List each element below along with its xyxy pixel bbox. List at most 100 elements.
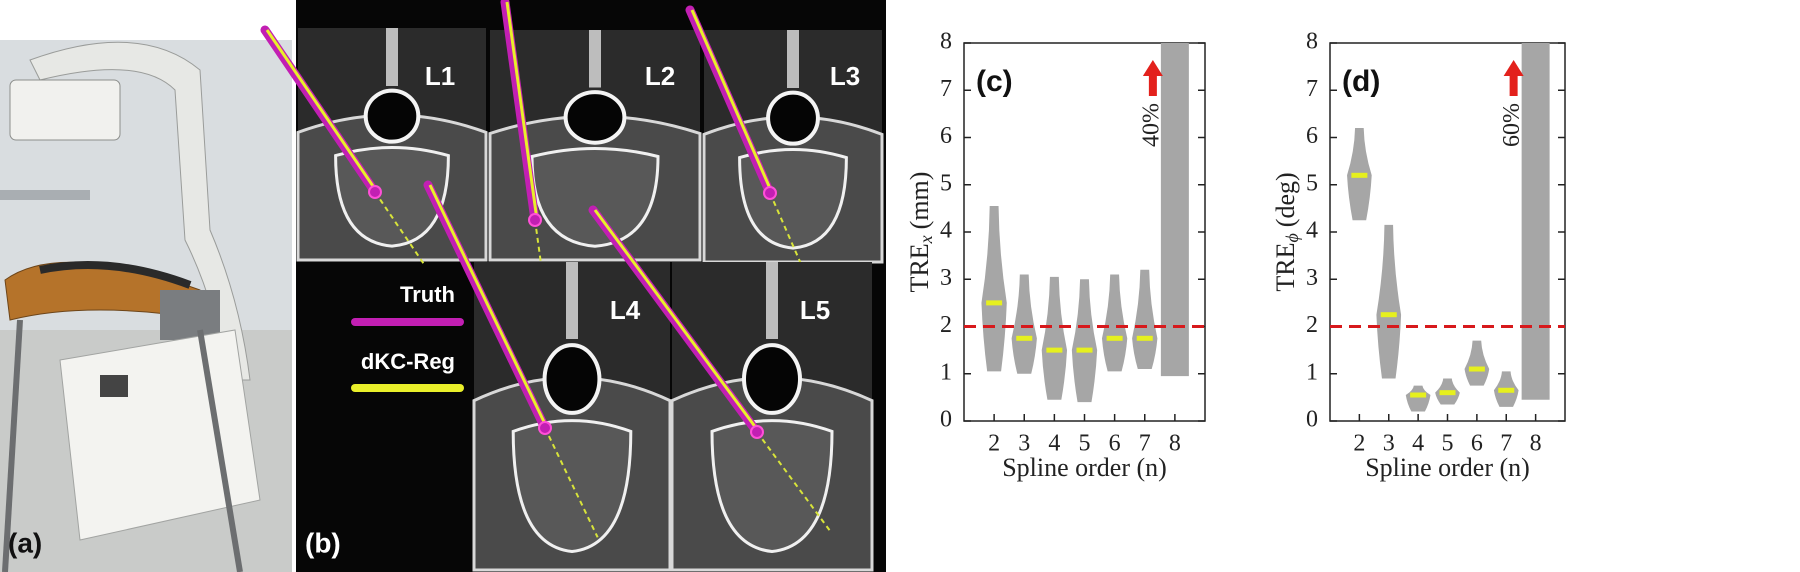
y-tick-label: 4	[1306, 218, 1318, 244]
legend-label: Truth	[400, 282, 455, 307]
y-tick-label: 5	[1306, 170, 1318, 196]
median	[1410, 392, 1427, 398]
median	[1046, 347, 1063, 353]
median	[1468, 366, 1485, 372]
table-leg	[197, 329, 243, 572]
median	[1016, 335, 1033, 341]
x-tick-label: 3	[1018, 431, 1030, 457]
needle-tip	[538, 421, 552, 435]
needle-tip	[528, 213, 542, 227]
truth-needle	[685, 5, 775, 198]
dkc-needle	[593, 209, 761, 433]
y-tick-label: 2	[1306, 312, 1318, 338]
y-tick-label: 0	[1306, 407, 1318, 433]
violin	[1405, 385, 1431, 412]
vertebral-body	[530, 146, 660, 248]
needle-extension	[769, 192, 807, 276]
violin	[1041, 276, 1068, 400]
y-axis-label-main: TRE	[1271, 243, 1300, 292]
x-axis-label: Spline order (n)	[1002, 453, 1167, 482]
median	[1439, 390, 1456, 396]
spinous-process	[589, 30, 601, 88]
arrow	[1503, 60, 1524, 96]
x-tick-label: 7	[1139, 431, 1151, 457]
truth-needle	[260, 25, 380, 197]
y-tick-label: 1	[1306, 359, 1318, 385]
violin-bar	[1160, 43, 1189, 377]
table-top	[0, 190, 90, 200]
violin	[1011, 274, 1037, 374]
y-tick-label: 6	[1306, 123, 1318, 149]
level-label: L3	[830, 61, 860, 91]
y-axis-label-unit: (deg)	[1271, 172, 1300, 227]
truth-needle	[588, 205, 762, 437]
y-axis-label: TREx (mm)	[905, 172, 936, 293]
x-tick-label: 4	[1048, 431, 1060, 457]
x-tick-label: 3	[1383, 431, 1395, 457]
y-tick-label: 7	[940, 76, 952, 102]
y-axis-label-sub: ϕ	[1282, 233, 1302, 242]
panel-label: (c)	[976, 65, 1013, 98]
needle-extension	[544, 427, 599, 538]
dkc-needle	[265, 29, 379, 193]
x-tick-label: 8	[1530, 431, 1542, 457]
y-tick-label: 4	[940, 218, 952, 244]
median	[1380, 312, 1397, 318]
x-tick-label: 2	[1353, 431, 1365, 457]
y-tick-label: 7	[1306, 76, 1318, 102]
spinal-canal	[563, 90, 627, 145]
level-label: L5	[800, 295, 830, 325]
violin	[1101, 274, 1128, 372]
x-tick-label: 2	[988, 431, 1000, 457]
ct-panel: L1 L2 L3 L4 L5 Truth dKC-Reg (b)	[260, 0, 886, 572]
slices: L1 L2 L3 L4 L5	[260, 0, 884, 572]
spinal-canal	[766, 90, 820, 146]
truth-needle	[423, 180, 550, 433]
truth-needle	[500, 0, 540, 225]
y-tick-label: 6	[940, 123, 952, 149]
vertebral-body	[710, 419, 834, 554]
dkc-needle	[505, 1, 539, 221]
y-tick-label: 3	[940, 265, 952, 291]
spinous-process	[566, 262, 578, 339]
phantom-spine	[39, 261, 192, 289]
y-axis-label-main: TRE	[905, 243, 934, 292]
spinal-canal	[742, 343, 802, 415]
base-panel	[100, 375, 128, 397]
x-tick-label: 4	[1412, 431, 1424, 457]
violin	[1464, 340, 1490, 386]
level-label: L1	[425, 61, 455, 91]
legend-label: dKC-Reg	[361, 349, 455, 374]
x-tick-label: 5	[1442, 431, 1454, 457]
violin-bar	[1521, 43, 1550, 400]
x-tick-label: 7	[1500, 431, 1512, 457]
spinal-canal	[542, 343, 602, 415]
violin	[1376, 224, 1402, 379]
needle-tip	[763, 186, 777, 200]
x-tick-label: 6	[1471, 431, 1483, 457]
spinous-process	[787, 30, 799, 88]
y-axis-label-unit: (mm)	[905, 172, 934, 230]
y-axis-label-sub: x	[916, 235, 936, 244]
y-tick-label: 0	[940, 407, 952, 433]
spinous-process	[766, 262, 778, 339]
needle-tip	[368, 185, 382, 199]
needle-extension	[374, 191, 426, 266]
violin	[981, 206, 1007, 372]
photo-panel: (a)	[0, 0, 292, 572]
x-tick-label: 8	[1169, 431, 1181, 457]
y-tick-label: 8	[1306, 29, 1318, 55]
y-tick-label: 3	[1306, 265, 1318, 291]
arrow	[1142, 60, 1163, 96]
violin	[1132, 269, 1158, 370]
annotation: 40%	[1138, 103, 1164, 147]
median	[1106, 335, 1123, 341]
x-axis-label: Spline order (n)	[1365, 453, 1530, 482]
photo-top	[0, 0, 292, 40]
y-tick-label: 8	[940, 29, 952, 55]
y-axis-label: TREϕ (deg)	[1271, 172, 1302, 291]
level-label: L2	[645, 61, 675, 91]
table-leg	[2, 319, 23, 572]
x-tick-label: 6	[1109, 431, 1121, 457]
